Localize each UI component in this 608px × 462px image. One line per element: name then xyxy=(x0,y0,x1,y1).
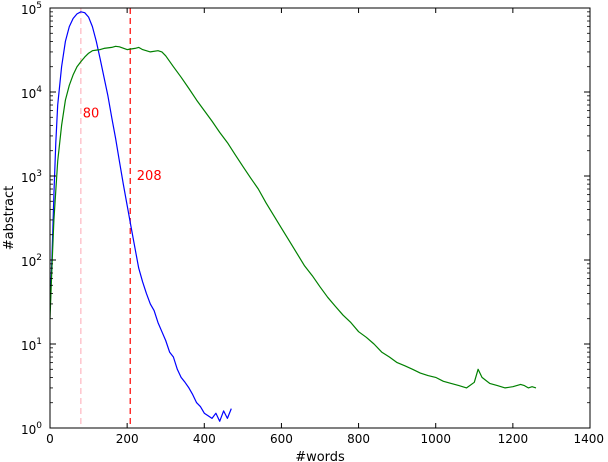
x-tick-label: 1400 xyxy=(573,432,604,446)
y-tick-label: 103 xyxy=(21,169,42,185)
x-tick-label: 1200 xyxy=(498,432,529,446)
y-axis-label: #abstract xyxy=(2,186,17,251)
x-tick-label: 600 xyxy=(270,432,293,446)
y-tick-label: 101 xyxy=(21,337,42,353)
y-tick-label: 102 xyxy=(21,253,42,269)
x-tick-label: 200 xyxy=(116,432,139,446)
x-axis-label: #words xyxy=(295,450,345,462)
axes-frame xyxy=(49,7,591,429)
annotations: 80 208 xyxy=(83,106,162,184)
plot-area xyxy=(50,8,537,428)
y-tick-label: 104 xyxy=(21,85,42,101)
y-axis: 100 101 102 103 104 105 xyxy=(21,1,590,437)
annotation-label-1: 80 xyxy=(83,106,100,121)
annotation-label-2: 208 xyxy=(137,169,162,184)
x-tick-label: 0 xyxy=(46,432,54,446)
series-line-1 xyxy=(50,11,232,422)
x-axis: 0 200 400 600 800 1000 1200 1400 xyxy=(46,8,604,446)
y-tick-label: 105 xyxy=(21,1,42,17)
y-tick-label: 100 xyxy=(21,421,42,437)
x-tick-label: 800 xyxy=(347,432,370,446)
x-tick-label: 400 xyxy=(193,432,216,446)
x-tick-label: 1000 xyxy=(420,432,451,446)
series-line-2 xyxy=(50,45,537,389)
